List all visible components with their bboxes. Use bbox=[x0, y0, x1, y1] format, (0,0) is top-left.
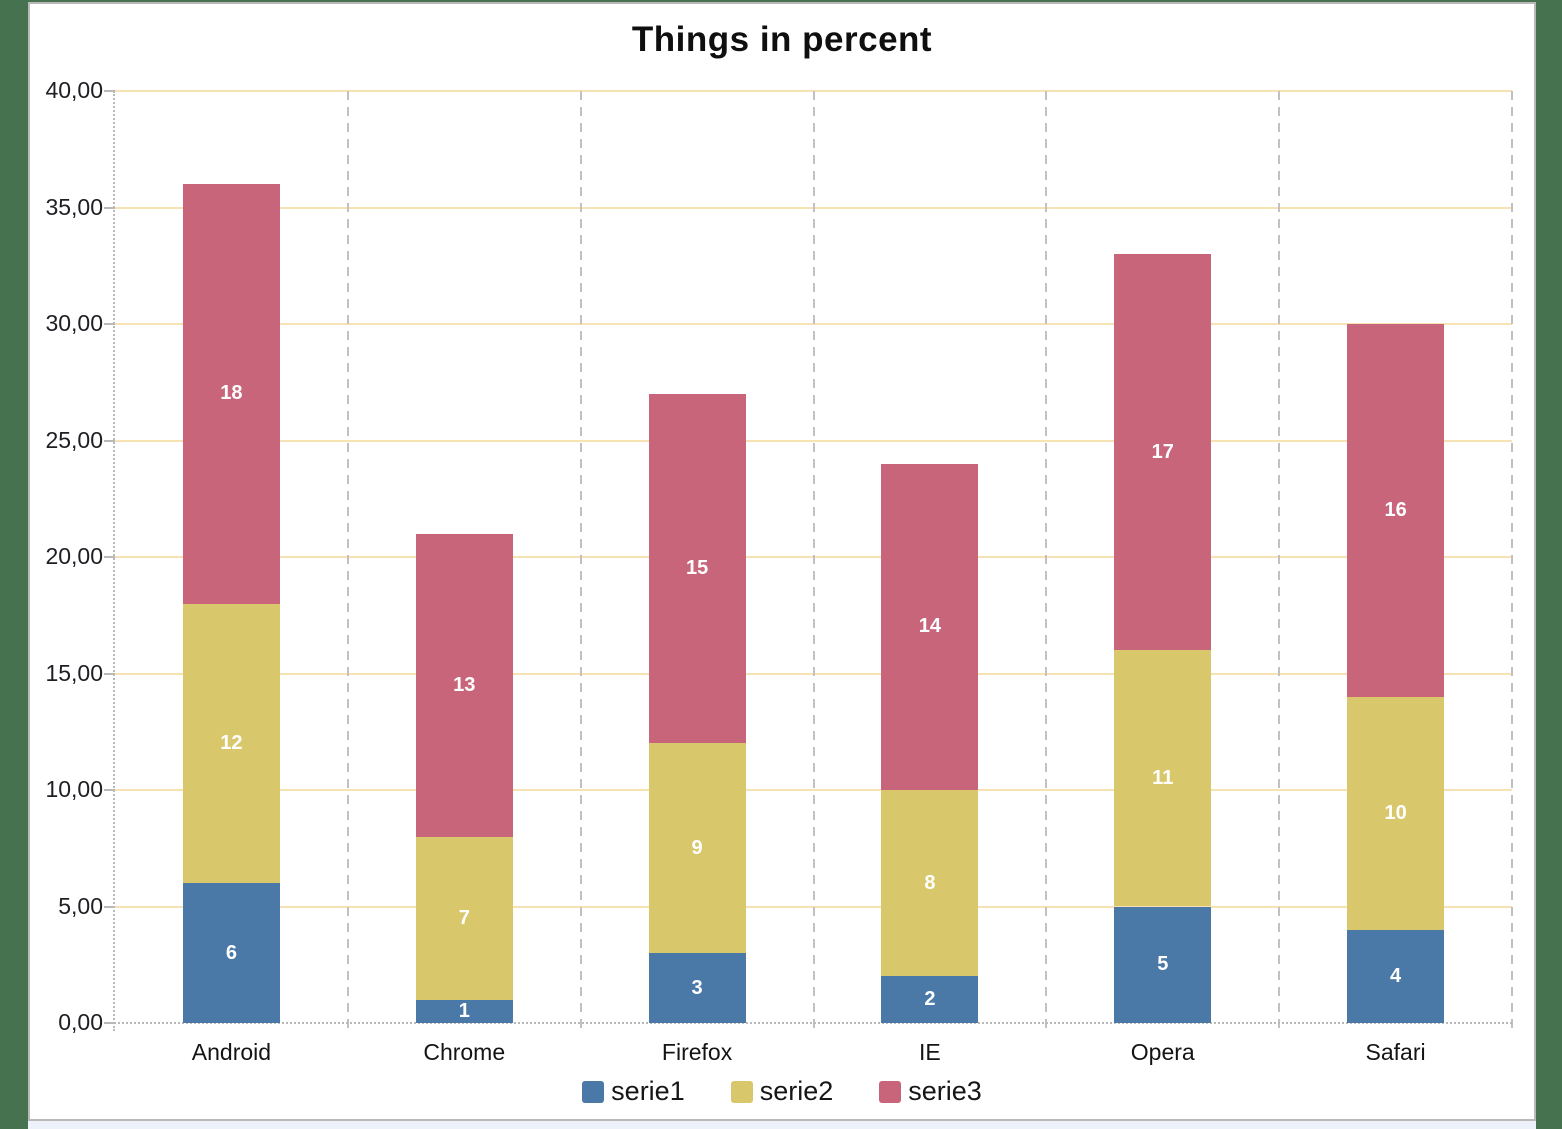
y-axis-tick bbox=[104, 206, 115, 209]
bar-segment-serie2: 9 bbox=[648, 743, 746, 954]
x-axis-category-label: Chrome bbox=[423, 1039, 506, 1065]
bar-value-label: 4 bbox=[1390, 964, 1402, 987]
y-axis-tick-label: 25,00 bbox=[45, 426, 103, 453]
y-axis-tick bbox=[104, 439, 115, 442]
x-axis-category-label: Opera bbox=[1130, 1039, 1195, 1065]
bar-segment-serie1: 2 bbox=[881, 976, 979, 1023]
y-axis-tick bbox=[104, 556, 115, 558]
y-axis-tick-label: 20,00 bbox=[45, 543, 103, 569]
legend-item-serie1: serie1 bbox=[582, 1076, 685, 1107]
bar-segment-serie1: 3 bbox=[648, 953, 746, 1023]
bar-value-label: 14 bbox=[918, 615, 942, 638]
bar-value-label: 3 bbox=[691, 976, 703, 999]
legend-item-serie3: serie3 bbox=[879, 1076, 982, 1107]
bar-value-label: 6 bbox=[225, 941, 237, 964]
bar-value-label: 16 bbox=[1384, 498, 1407, 521]
bar-value-label: 11 bbox=[1152, 766, 1174, 789]
y-axis-tick-label: 0,00 bbox=[58, 1009, 103, 1035]
bar-segment-serie2: 8 bbox=[881, 790, 979, 977]
y-axis-tick-label: 35,00 bbox=[45, 193, 103, 220]
bar-value-label: 2 bbox=[924, 988, 936, 1011]
chart-title: Things in percent bbox=[631, 20, 933, 59]
plot-area: 0,00 5,00 10,00 15,00 20,00 25,00 30,00 35,00 40… bbox=[45, 77, 1513, 1065]
bar-segment-serie3: 15 bbox=[648, 393, 746, 744]
bar-value-label: 15 bbox=[685, 557, 709, 580]
bar-value-label: 18 bbox=[220, 382, 243, 405]
category-separator bbox=[1511, 91, 1513, 1031]
bar-value-label: 10 bbox=[1384, 801, 1407, 824]
bar-value-label: 1 bbox=[458, 999, 470, 1022]
x-axis-category-label: IE bbox=[919, 1039, 941, 1065]
bar-segment-serie1: 6 bbox=[182, 883, 280, 1023]
legend-label: serie1 bbox=[611, 1076, 685, 1106]
legend-swatch-serie3 bbox=[879, 1080, 902, 1103]
bar-segment-serie3: 18 bbox=[182, 184, 280, 604]
category-separator bbox=[812, 91, 815, 1031]
x-axis-line bbox=[107, 1022, 1512, 1024]
bar-segment-serie2: 7 bbox=[415, 836, 513, 1000]
x-axis-category-label: Firefox bbox=[661, 1039, 733, 1065]
y-axis-tick-label: 30,00 bbox=[45, 310, 103, 336]
y-axis-tick bbox=[104, 789, 115, 791]
bar-value-label: 5 bbox=[1157, 953, 1169, 976]
category-separator bbox=[579, 91, 582, 1031]
y-axis-tick bbox=[104, 323, 115, 325]
y-axis-tick bbox=[104, 672, 115, 675]
bar-value-label: 17 bbox=[1151, 440, 1174, 463]
bar-segment-serie3: 16 bbox=[1347, 324, 1445, 697]
bar-segment-serie2: 12 bbox=[182, 603, 280, 884]
bar-value-label: 12 bbox=[220, 731, 243, 754]
bar-segment-serie2: 10 bbox=[1347, 696, 1445, 930]
x-axis-category-label: Safari bbox=[1365, 1039, 1426, 1065]
y-axis-tick bbox=[104, 90, 115, 92]
bar-segment-serie2: 11 bbox=[1114, 650, 1212, 907]
y-axis-tick-label: 15,00 bbox=[45, 659, 103, 686]
bar-segment-serie1: 4 bbox=[1347, 929, 1445, 1023]
legend-item-serie2: serie2 bbox=[730, 1076, 834, 1107]
y-axis-tick-label: 10,00 bbox=[45, 776, 103, 802]
bar-segment-serie1: 5 bbox=[1114, 906, 1212, 1023]
x-axis-category-label: Android bbox=[191, 1039, 272, 1065]
legend-label: serie2 bbox=[759, 1076, 834, 1106]
legend-swatch-serie1 bbox=[582, 1080, 605, 1103]
chart-legend: serie1 serie2 serie3 bbox=[30, 1076, 1534, 1107]
category-separator bbox=[346, 91, 349, 1031]
chart-canvas: Things in percent 0,00 5,00 10,00 15,00 20,0… bbox=[28, 2, 1536, 1121]
bar-value-label: 13 bbox=[453, 673, 476, 696]
bar-value-label: 7 bbox=[458, 906, 470, 929]
y-axis-line bbox=[113, 91, 115, 1031]
y-axis-tick-label: 5,00 bbox=[58, 892, 103, 919]
category-separator bbox=[1278, 91, 1281, 1031]
bar-segment-serie3: 13 bbox=[415, 533, 513, 837]
y-axis-tick-label: 40,00 bbox=[45, 77, 103, 103]
bar-segment-serie3: 14 bbox=[881, 463, 979, 790]
category-separator bbox=[1045, 91, 1048, 1031]
y-axis-tick bbox=[104, 905, 115, 908]
bottom-strip bbox=[28, 1121, 1536, 1129]
bar-value-label: 8 bbox=[924, 871, 936, 894]
bar-segment-serie3: 17 bbox=[1114, 254, 1212, 651]
bar-value-label: 9 bbox=[691, 836, 703, 859]
legend-label: serie3 bbox=[908, 1076, 982, 1106]
bar-segment-serie1: 1 bbox=[415, 999, 513, 1023]
legend-swatch-serie2 bbox=[730, 1080, 753, 1103]
